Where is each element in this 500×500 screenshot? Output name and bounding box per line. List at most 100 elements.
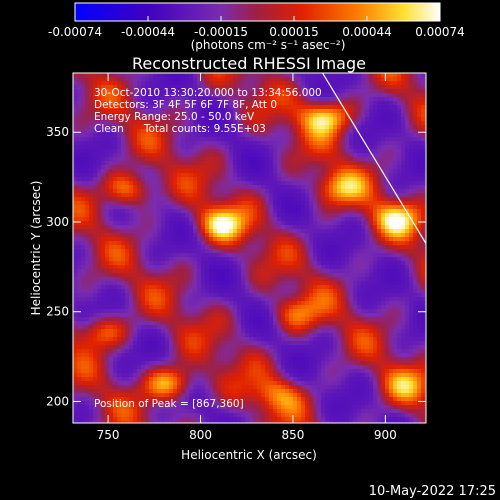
heatmap-cell: [409, 121, 413, 125]
heatmap-cell: [385, 213, 389, 217]
heatmap-cell: [353, 97, 357, 101]
heatmap-cell: [317, 173, 321, 177]
heatmap-cell: [385, 269, 389, 273]
heatmap-cell: [253, 273, 257, 277]
heatmap-cell: [377, 221, 381, 225]
heatmap-cell: [97, 269, 101, 273]
heatmap-cell: [141, 97, 145, 101]
heatmap-cell: [177, 281, 181, 285]
heatmap-cell: [421, 241, 425, 245]
heatmap-cell: [233, 173, 237, 177]
heatmap-cell: [113, 121, 117, 125]
heatmap-cell: [281, 177, 285, 181]
heatmap-cell: [197, 77, 201, 81]
heatmap-cell: [205, 85, 209, 89]
heatmap-cell: [185, 233, 189, 237]
heatmap-cell: [101, 121, 105, 125]
heatmap-cell: [409, 93, 413, 97]
heatmap-cell: [209, 133, 213, 137]
heatmap-cell: [281, 113, 285, 117]
heatmap-cell: [141, 101, 145, 105]
heatmap-cell: [213, 261, 217, 265]
heatmap-cell: [341, 81, 345, 85]
heatmap-cell: [393, 261, 397, 265]
heatmap-cell: [177, 277, 181, 281]
heatmap-cell: [313, 161, 317, 165]
heatmap-cell: [121, 101, 125, 105]
heatmap-cell: [165, 277, 169, 281]
heatmap-cell: [213, 157, 217, 161]
heatmap-cell: [141, 277, 145, 281]
heatmap-cell: [241, 105, 245, 109]
heatmap-cell: [213, 185, 217, 189]
heatmap-cell: [113, 73, 117, 77]
heatmap-cell: [245, 201, 249, 205]
heatmap-cell: [301, 125, 305, 129]
heatmap-cell: [125, 273, 129, 277]
heatmap-cell: [285, 121, 289, 125]
heatmap-cell: [185, 113, 189, 117]
heatmap-cell: [185, 265, 189, 269]
heatmap-cell: [161, 113, 165, 117]
heatmap-cell: [321, 73, 325, 77]
heatmap-cell: [149, 97, 153, 101]
heatmap-cell: [261, 89, 265, 93]
heatmap-cell: [329, 93, 333, 97]
heatmap-cell: [93, 89, 97, 93]
heatmap-cell: [309, 129, 313, 133]
heatmap-cell: [121, 225, 125, 229]
heatmap-cell: [409, 117, 413, 121]
heatmap-cell: [329, 217, 333, 221]
heatmap-cell: [285, 85, 289, 89]
heatmap-cell: [377, 85, 381, 89]
heatmap-cell: [209, 269, 213, 273]
heatmap-cell: [385, 153, 389, 157]
heatmap-cell: [353, 289, 357, 293]
heatmap-cell: [201, 229, 205, 233]
heatmap-cell: [117, 133, 121, 137]
heatmap-cell: [409, 105, 413, 109]
heatmap-cell: [109, 97, 113, 101]
heatmap-cell: [173, 285, 177, 289]
heatmap-cell: [285, 189, 289, 193]
heatmap-cell: [225, 197, 229, 201]
heatmap-cell: [97, 177, 101, 181]
heatmap-cell: [209, 265, 213, 269]
heatmap-cell: [261, 77, 265, 81]
heatmap-cell: [177, 165, 181, 169]
heatmap-cell: [269, 225, 273, 229]
heatmap-cell: [321, 169, 325, 173]
heatmap-cell: [257, 121, 261, 125]
heatmap-cell: [141, 245, 145, 249]
heatmap-cell: [125, 221, 129, 225]
heatmap-cell: [317, 253, 321, 257]
heatmap-cell: [93, 125, 97, 129]
heatmap-cell: [285, 209, 289, 213]
heatmap-cell: [81, 233, 85, 237]
heatmap-cell: [421, 93, 425, 97]
heatmap-cell: [77, 77, 81, 81]
heatmap-cell: [369, 245, 373, 249]
heatmap-cell: [405, 217, 409, 221]
heatmap-cell: [237, 149, 241, 153]
heatmap-cell: [365, 205, 369, 209]
heatmap-cell: [273, 293, 277, 297]
heatmap-cell: [413, 233, 417, 237]
heatmap-cell: [297, 185, 301, 189]
heatmap-cell: [209, 117, 213, 121]
heatmap-cell: [397, 113, 401, 117]
heatmap-cell: [233, 237, 237, 241]
heatmap-cell: [277, 245, 281, 249]
heatmap-cell: [377, 113, 381, 117]
heatmap-cell: [273, 97, 277, 101]
heatmap-cell: [345, 261, 349, 265]
heatmap-cell: [293, 209, 297, 213]
heatmap-cell: [137, 161, 141, 165]
heatmap-cell: [377, 273, 381, 277]
heatmap-cell: [397, 77, 401, 81]
heatmap-cell: [389, 113, 393, 117]
heatmap-cell: [341, 113, 345, 117]
heatmap-cell: [201, 105, 205, 109]
heatmap-cell: [281, 129, 285, 133]
heatmap-cell: [189, 221, 193, 225]
